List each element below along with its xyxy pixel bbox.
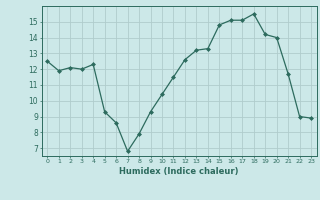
X-axis label: Humidex (Indice chaleur): Humidex (Indice chaleur): [119, 167, 239, 176]
